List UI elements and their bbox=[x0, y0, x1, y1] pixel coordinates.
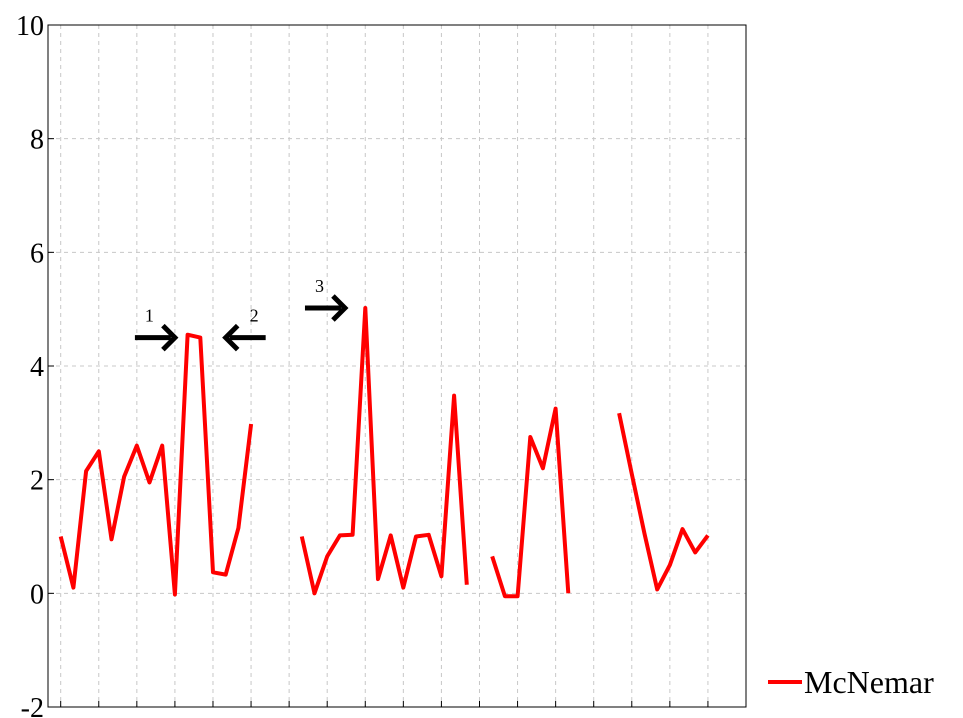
axis-ticks: -2 0 2 4 6 8 10 bbox=[16, 11, 709, 718]
annotation-arrow-1: 1 bbox=[134, 306, 179, 352]
annotation-arrow-2: 2 bbox=[222, 306, 266, 352]
y-tick-label: 4 bbox=[30, 352, 44, 383]
arrow-head bbox=[161, 323, 179, 352]
legend-label: McNemar bbox=[804, 664, 934, 700]
arrow-head bbox=[222, 323, 240, 352]
y-tick-label: 0 bbox=[30, 579, 44, 610]
annotation-label: 2 bbox=[250, 306, 259, 326]
y-tick-label: -2 bbox=[21, 693, 44, 718]
annotation-arrow-3: 3 bbox=[304, 276, 349, 322]
series-line-mcnemar bbox=[58, 332, 254, 597]
series-line-mcnemar bbox=[617, 412, 710, 592]
series-line-mcnemar bbox=[490, 406, 571, 599]
series-line-mcnemar bbox=[299, 306, 469, 596]
arrow-head bbox=[331, 294, 349, 322]
y-tick-label: 8 bbox=[30, 125, 44, 156]
y-tick-label: 6 bbox=[30, 238, 44, 269]
annotation-label: 3 bbox=[315, 276, 324, 296]
annotations-layer: 1 2 3 bbox=[134, 276, 349, 352]
annotation-label: 1 bbox=[145, 306, 154, 326]
legend: McNemar bbox=[768, 664, 934, 700]
y-tick-label: 2 bbox=[30, 466, 44, 497]
series-layer bbox=[58, 306, 710, 599]
y-tick-label: 10 bbox=[16, 11, 44, 42]
